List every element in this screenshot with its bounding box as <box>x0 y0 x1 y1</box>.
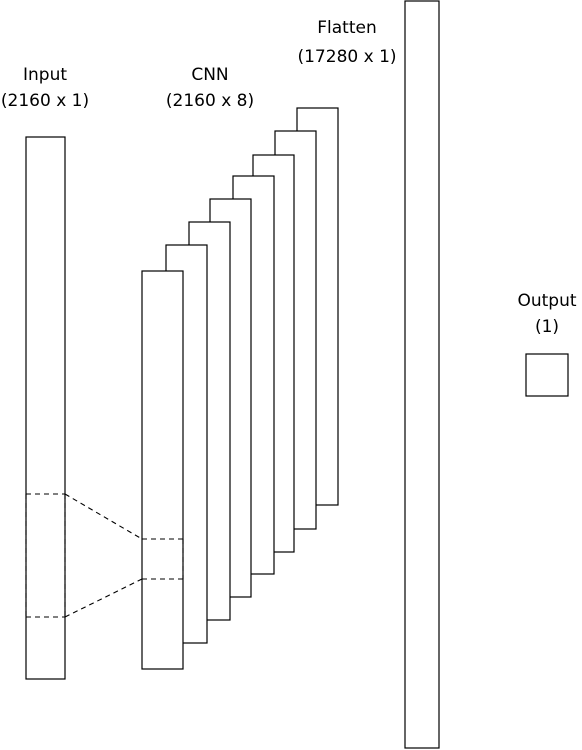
input-layer-shape: (2160 x 1) <box>1 91 89 111</box>
flatten-vector-box <box>404 0 440 749</box>
cnn-layer: CNN (2160 x 8) <box>141 65 339 670</box>
input-vector-box <box>25 136 66 680</box>
output-layer-name: Output <box>517 291 576 311</box>
cnn-channel-1 <box>141 270 184 670</box>
flatten-layer-name: Flatten <box>317 18 376 38</box>
output-layer: Output (1) <box>517 291 577 397</box>
flatten-layer-shape: (17280 x 1) <box>297 47 396 67</box>
input-layer-name: Input <box>23 65 67 85</box>
flatten-layer: Flatten (17280 x 1) <box>297 0 440 749</box>
convolution-line-bottom <box>64 578 143 618</box>
cnn-layer-shape: (2160 x 8) <box>166 91 254 111</box>
convolution-line-top <box>64 493 143 540</box>
input-layer: Input (2160 x 1) <box>1 65 89 680</box>
convolution-connection <box>64 493 143 618</box>
output-node-box <box>525 353 569 397</box>
cnn-layer-name: CNN <box>191 65 228 85</box>
output-layer-shape: (1) <box>535 317 559 337</box>
